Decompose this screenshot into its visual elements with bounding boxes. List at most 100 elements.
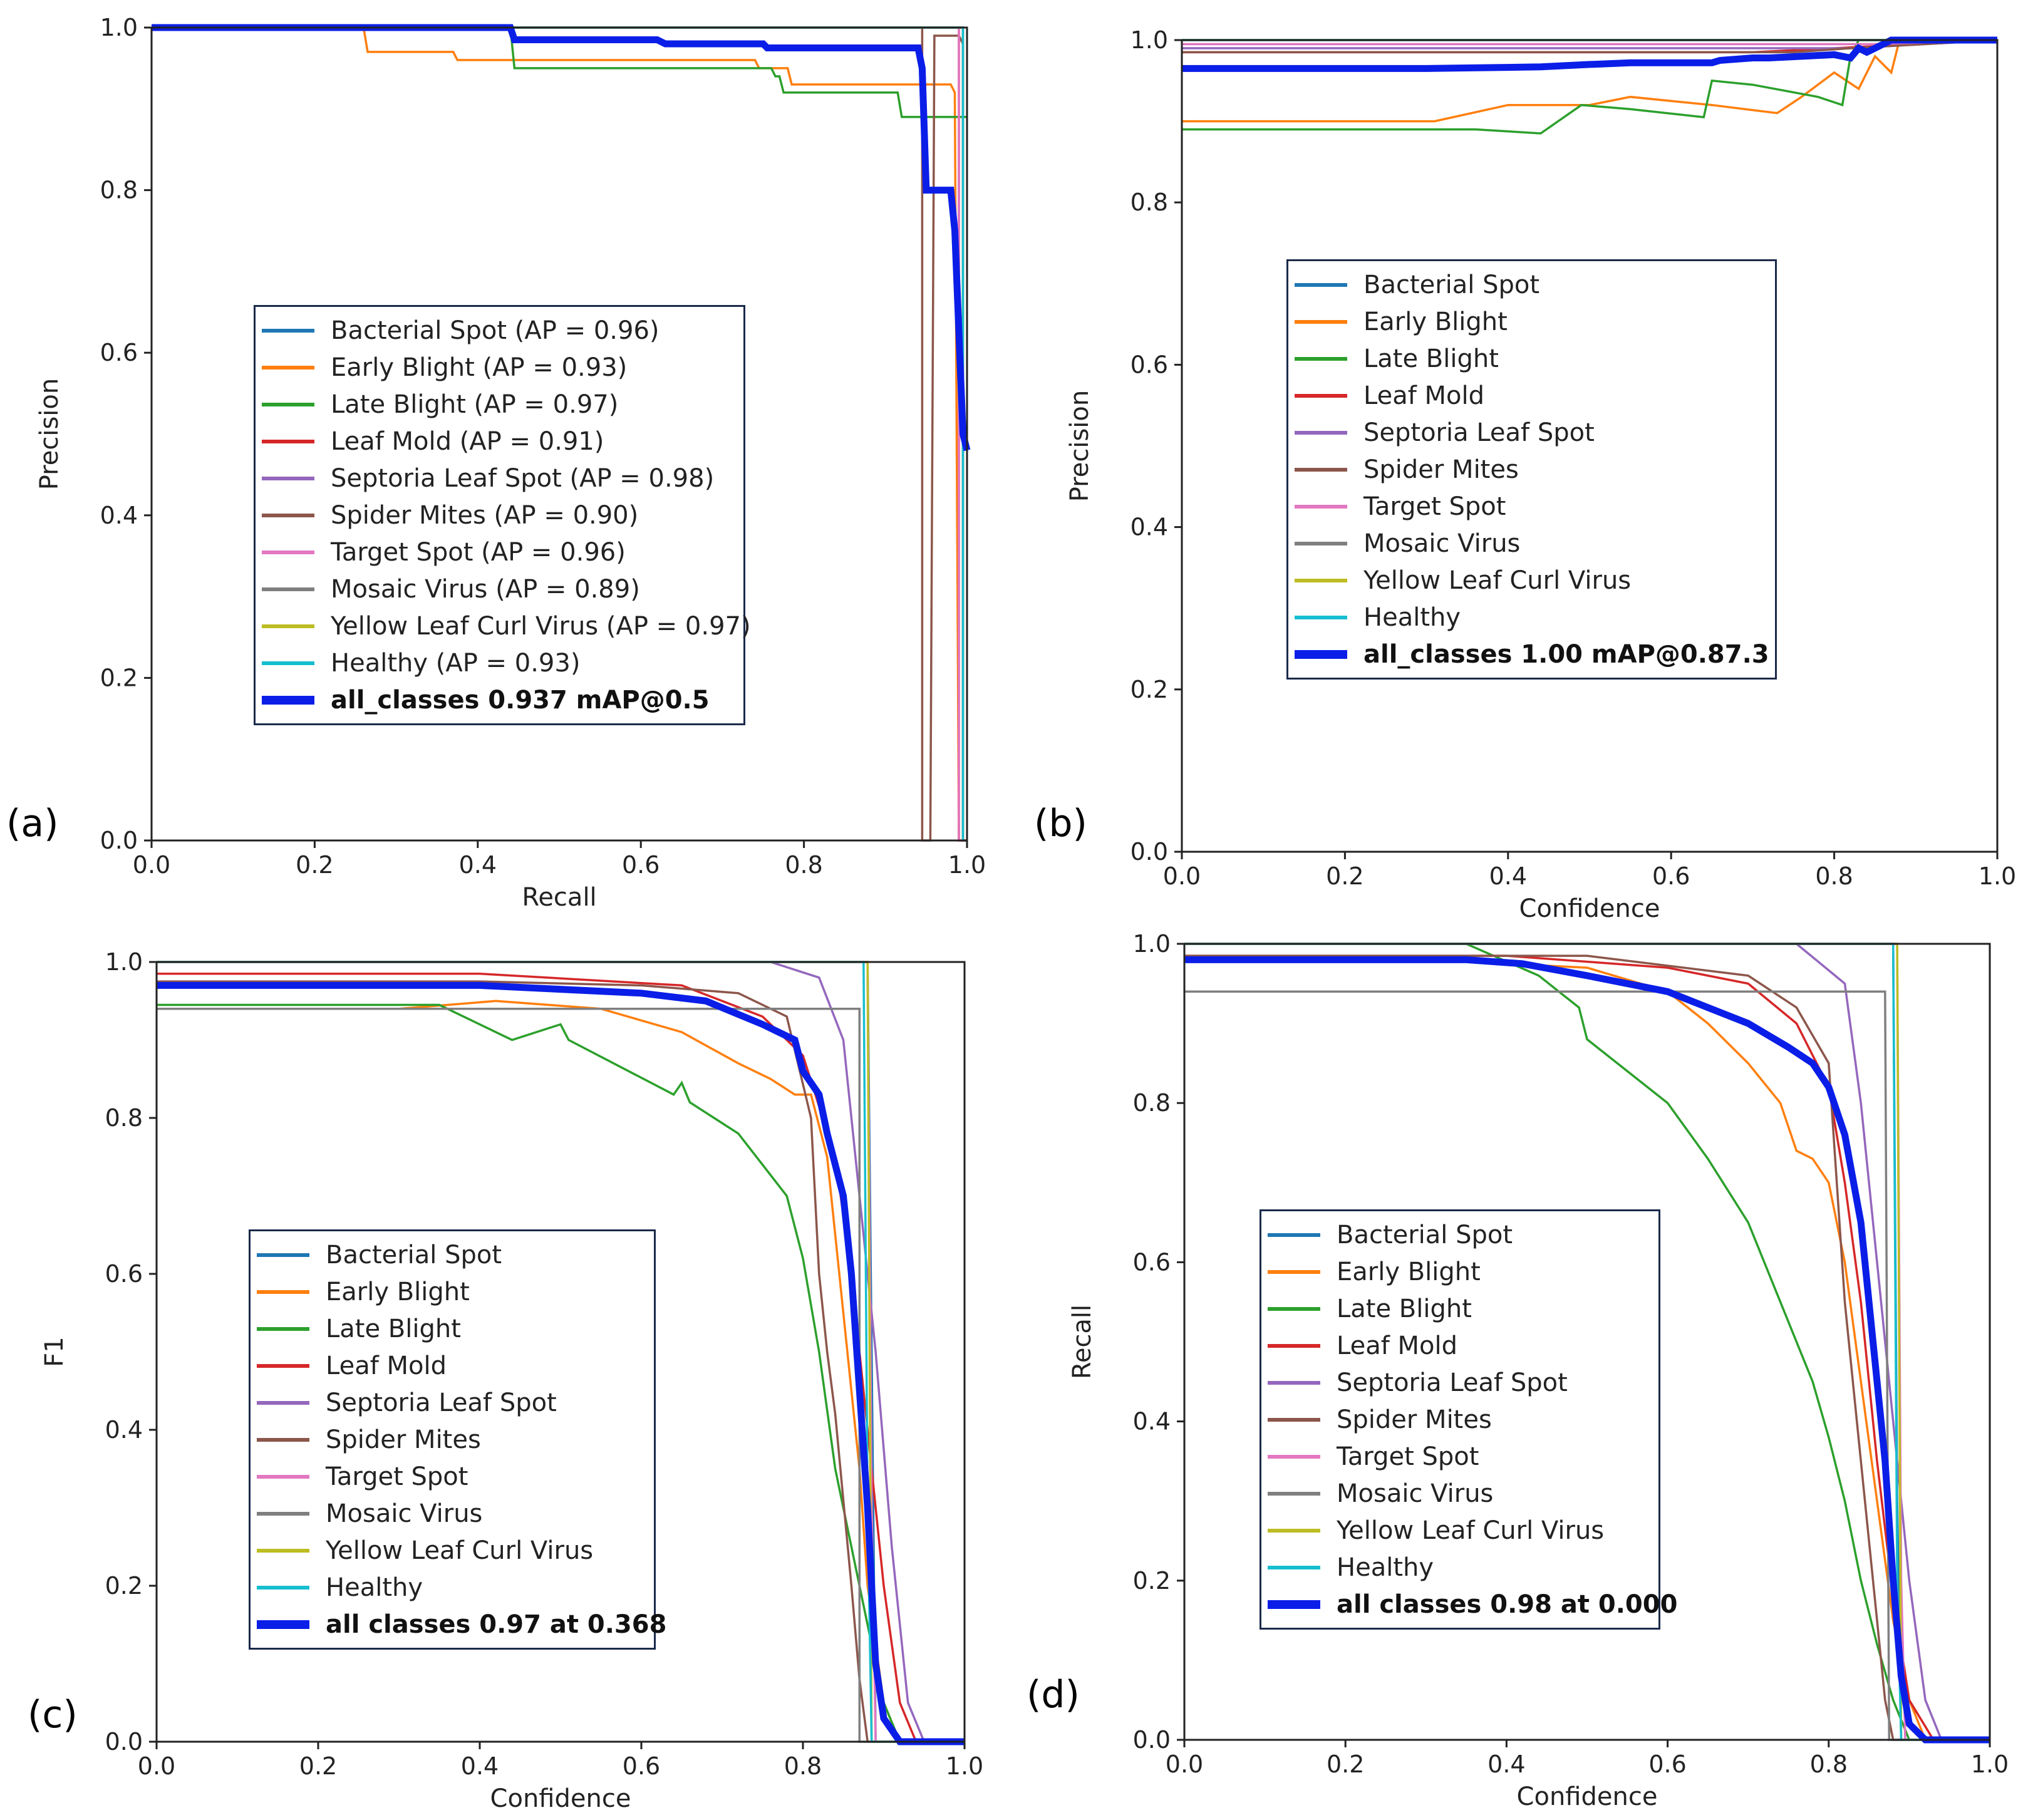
legend-label: Early Blight [326, 1277, 470, 1306]
series-line-a-all-classes-0-937-map-0-5 [152, 24, 971, 452]
legend-swatch [262, 328, 314, 333]
legend-label: Late Blight (AP = 0.97) [331, 390, 619, 419]
x-tick-label-c-2: 0.4 [461, 1752, 499, 1780]
y-tick-label-d-1: 0.2 [1133, 1567, 1171, 1595]
x-tick-label-d-4: 0.8 [1810, 1750, 1848, 1778]
legend-entry-b-leaf-mold: Leaf Mold [1295, 377, 1766, 414]
legend-swatch [257, 1620, 309, 1629]
y-tick-label-a-2: 0.4 [100, 502, 138, 529]
legend-entry-d-all-classes-0-98-at-0-000: all classes 0.98 at 0.000 [1268, 1586, 1677, 1623]
legend-swatch [1295, 615, 1347, 619]
legend-swatch [1295, 467, 1347, 472]
chart-panel-a: 0.0 0.2 0.4 0.6 0.8 1.0 0.0 0.2 0.4 0.6 0.8 1.0 Reca… [0, 0, 1014, 912]
legend-entry-d-late-blight: Late Blight [1268, 1290, 1650, 1327]
y-axis-title-d: Recall [1068, 1305, 1097, 1379]
legend-entry-b-mosaic-virus: Mosaic Virus [1295, 525, 1766, 562]
legend-swatch [1295, 649, 1347, 659]
legend-swatch [262, 550, 314, 554]
legend-entry-d-septoria-leaf-spot: Septoria Leaf Spot [1268, 1364, 1650, 1401]
legend-label: Bacterial Spot [1337, 1220, 1513, 1249]
legend-entry-d-healthy: Healthy [1268, 1549, 1650, 1586]
plot-frame-d [1183, 943, 1991, 1741]
legend-entry-a-late-blight-ap-0-97: Late Blight (AP = 0.97) [262, 386, 735, 423]
legend-swatch [1268, 1565, 1320, 1569]
legend-label: Yellow Leaf Curl Virus (AP = 0.97) [331, 611, 751, 641]
legend-entry-b-early-blight: Early Blight [1295, 303, 1766, 340]
legend-swatch [262, 476, 314, 480]
legend-entry-a-bacterial-spot-ap-0-96: Bacterial Spot (AP = 0.96) [262, 312, 735, 349]
y-tick-label-d-0: 0.0 [1133, 1726, 1171, 1754]
x-tick-label-c-4: 0.8 [784, 1752, 822, 1780]
legend-entry-c-healthy: Healthy [257, 1569, 645, 1606]
legend-label: Septoria Leaf Spot [326, 1388, 557, 1417]
y-tick-label-b-5: 1.0 [1130, 26, 1168, 54]
legend-entry-a-spider-mites-ap-0-90: Spider Mites (AP = 0.90) [262, 497, 735, 534]
legend-label: Target Spot [1363, 492, 1506, 521]
legend-swatch [262, 513, 314, 517]
legend-entry-c-late-blight: Late Blight [257, 1310, 645, 1347]
series-line-c-spider-mites [157, 980, 965, 1743]
legend-entry-c-mosaic-virus: Mosaic Virus [257, 1495, 645, 1532]
chart-panel-b: 0.0 0.2 0.4 0.6 0.8 1.0 0.0 0.2 0.4 0.6 0.8 1.0 Conf… [1014, 0, 2028, 923]
legend-entry-b-late-blight: Late Blight [1295, 340, 1766, 377]
legend-entry-a-leaf-mold-ap-0-91: Leaf Mold (AP = 0.91) [262, 423, 735, 460]
legend-entry-c-spider-mites: Spider Mites [257, 1421, 645, 1458]
legend-swatch [257, 1290, 309, 1294]
legend-swatch [257, 1585, 309, 1590]
plot-frame-b [1181, 39, 1999, 853]
legend-swatch [262, 624, 314, 628]
series-line-a-early-blight-ap-0-93 [152, 26, 960, 841]
legend-swatch [1268, 1454, 1320, 1459]
legend-label: Target Spot [326, 1462, 468, 1491]
legend-swatch [1295, 356, 1347, 361]
legend-swatch [1268, 1600, 1320, 1609]
chart-c-svg: 0.0 0.2 0.4 0.6 0.8 1.0 0.0 0.2 0.4 0.6 0.8 1.0 Conf… [40, 948, 983, 1813]
legend-entry-a-all-classes-0-937-map-0-5: all_classes 0.937 mAP@0.5 [262, 681, 735, 718]
series-line-b-spider-mites [1182, 39, 1998, 54]
y-tick-label-a-4: 0.8 [100, 177, 138, 204]
y-tick-label-a-1: 0.2 [100, 664, 138, 691]
x-tick-label-d-2: 0.4 [1487, 1750, 1525, 1778]
legend-swatch [1268, 1343, 1320, 1348]
legend-swatch [257, 1474, 309, 1479]
legend-entry-c-all-classes-0-97-at-0-368: all classes 0.97 at 0.368 [257, 1606, 666, 1643]
series-line-a-late-blight-ap-0-97 [152, 26, 967, 118]
legend-label: Bacterial Spot (AP = 0.96) [331, 316, 660, 345]
y-tick-label-d-3: 0.6 [1133, 1248, 1171, 1276]
y-tick-label-c-3: 0.6 [105, 1260, 143, 1288]
chart-d-svg: 0.0 0.2 0.4 0.6 0.8 1.0 0.0 0.2 0.4 0.6 0.8 1.0 Conf… [1068, 930, 2009, 1811]
legend-label: Early Blight [1363, 307, 1508, 336]
legend-swatch [1268, 1528, 1320, 1533]
legend-entry-d-early-blight: Early Blight [1268, 1253, 1650, 1290]
chart-a-svg: 0.0 0.2 0.4 0.6 0.8 1.0 0.0 0.2 0.4 0.6 0.8 1.0 Reca… [35, 14, 986, 912]
legend-label: Septoria Leaf Spot [1337, 1368, 1568, 1397]
x-tick-label-c-3: 0.6 [623, 1752, 660, 1780]
legend-swatch [257, 1326, 309, 1331]
panel-label-d: (d) [1027, 1673, 1080, 1717]
x-tick-label-d-3: 0.6 [1648, 1750, 1686, 1778]
legend-entry-b-healthy: Healthy [1295, 599, 1766, 636]
plot-frame-c [155, 961, 966, 1743]
x-tick-label-d-1: 0.2 [1327, 1750, 1364, 1778]
legend-label: Leaf Mold (AP = 0.91) [331, 427, 604, 456]
legend-label: all_classes 1.00 mAP@0.87.3 [1363, 639, 1769, 669]
legend-label: Target Spot (AP = 0.96) [331, 537, 626, 567]
legend-swatch [262, 695, 314, 705]
legend-swatch [257, 1400, 309, 1405]
y-axis-title-a: Precision [35, 378, 64, 490]
legend-entry-c-septoria-leaf-spot: Septoria Leaf Spot [257, 1384, 645, 1421]
legend-label: all_classes 0.937 mAP@0.5 [331, 685, 710, 715]
legend-label: Healthy [326, 1573, 423, 1602]
y-axis-title-b: Precision [1065, 390, 1094, 502]
legend-label: Leaf Mold [1363, 381, 1484, 410]
y-tick-label-a-3: 0.6 [100, 339, 138, 366]
legend-swatch [257, 1363, 309, 1368]
legend-entry-b-all-classes-1-00-map-0-87-3: all_classes 1.00 mAP@0.87.3 [1295, 636, 1769, 673]
series-line-d-spider-mites [1184, 954, 1990, 1741]
legend-label: Mosaic Virus (AP = 0.89) [331, 574, 640, 604]
series-line-d-leaf-mold [1184, 954, 1990, 1741]
y-tick-label-d-5: 1.0 [1133, 930, 1171, 958]
legend-label: all classes 0.98 at 0.000 [1337, 1590, 1678, 1619]
y-tick-label-c-0: 0.0 [105, 1728, 143, 1755]
x-axis-title-c: Confidence [490, 1784, 631, 1813]
